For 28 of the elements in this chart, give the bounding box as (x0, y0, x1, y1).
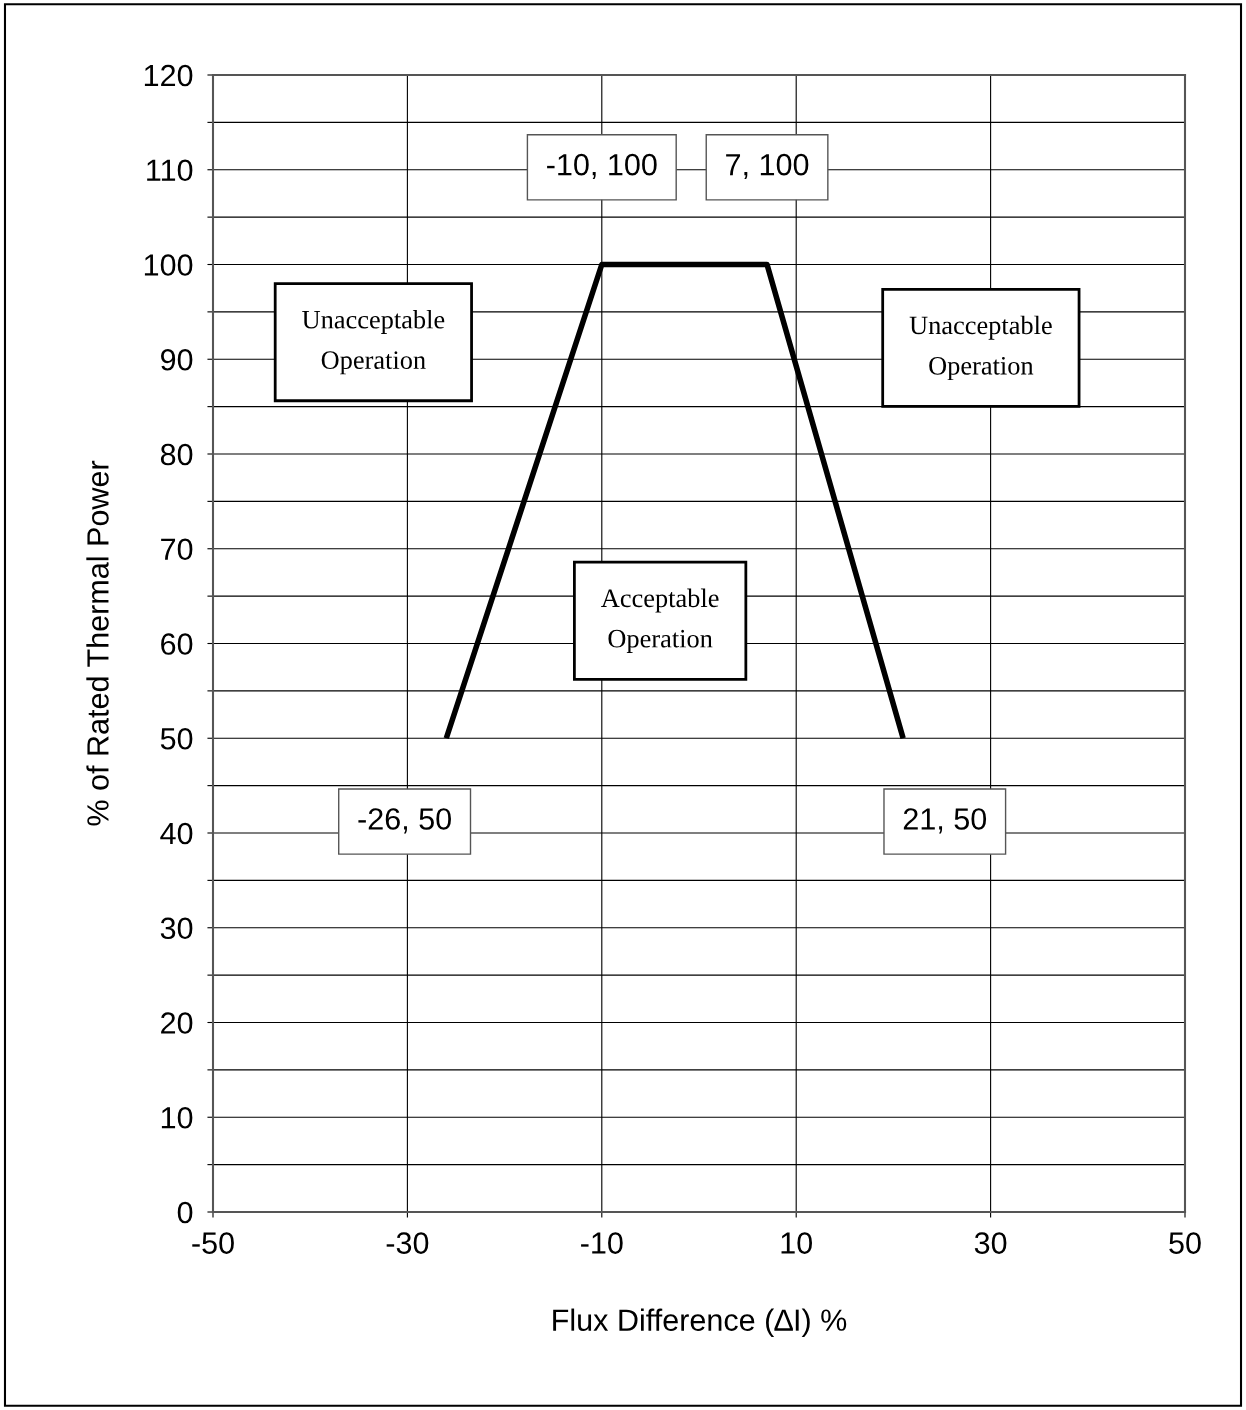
y-axis-title: % of Rated Thermal Power (86, 460, 109, 826)
annotation: -10, 100 (547, 153, 657, 180)
x-tick-label: -30 (386, 1232, 429, 1254)
y-tick-label: 110 (147, 159, 193, 182)
y-tick-label: 90 (161, 348, 193, 371)
annotation: Acceptable Operation (601, 588, 719, 653)
y-tick-label: 70 (161, 538, 193, 561)
y-tick-label: 0 (177, 1201, 193, 1224)
annotation: Unacceptable Operation (909, 315, 1052, 381)
y-tick-label: 10 (161, 1106, 193, 1129)
y-tick-label: 120 (144, 64, 193, 87)
y-tick-label: 60 (161, 633, 193, 655)
x-tick-label: -50 (192, 1232, 234, 1254)
x-tick-label: 10 (781, 1232, 812, 1254)
x-tick-label: 30 (974, 1232, 1007, 1254)
y-tick-label: 50 (160, 727, 193, 750)
x-tick-label: 50 (1169, 1232, 1201, 1254)
y-tick-label: 30 (160, 917, 193, 940)
y-tick-label: 80 (160, 443, 193, 466)
x-tick-label: -10 (581, 1232, 623, 1254)
annotation: 21, 50 (903, 808, 987, 834)
annotation: 7, 100 (726, 153, 809, 180)
annotation: -26, 50 (358, 808, 451, 834)
x-axis-title: Flux Difference (∆I) % (553, 1308, 847, 1338)
annotation: Unacceptable Operation (302, 310, 445, 375)
y-tick-label: 40 (160, 822, 193, 845)
y-tick-label: 20 (161, 1012, 193, 1034)
y-tick-label: 100 (144, 254, 193, 276)
